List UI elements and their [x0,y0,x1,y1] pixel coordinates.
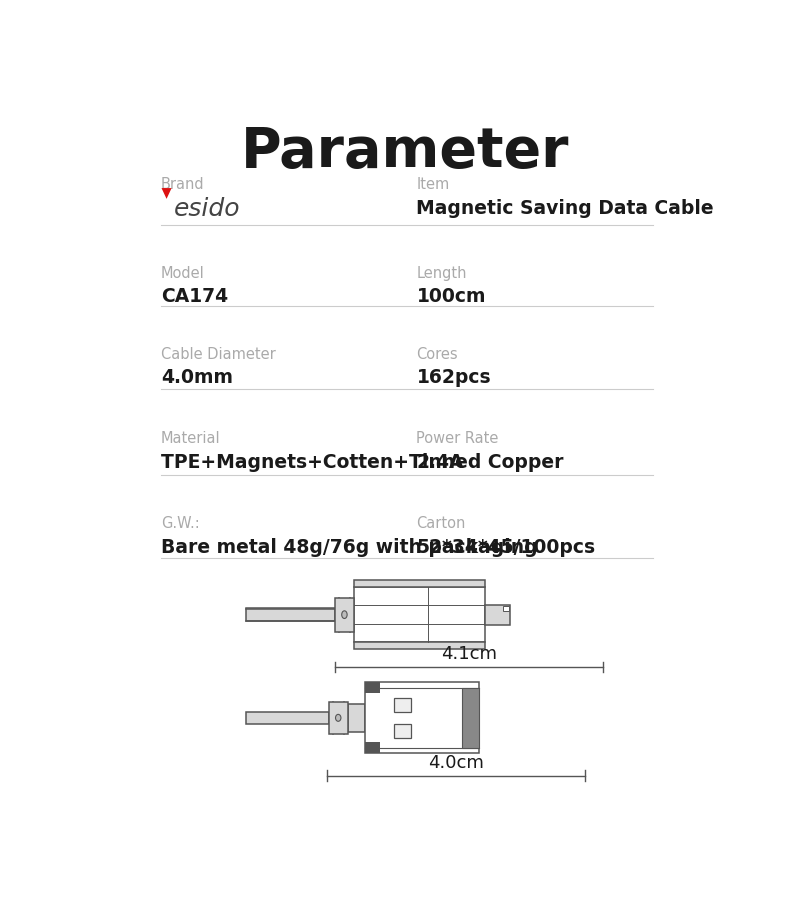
Bar [329,702,348,734]
Bar [335,598,354,632]
Bar [394,724,411,738]
Bar [246,712,329,724]
Text: Carton: Carton [416,516,466,531]
Ellipse shape [336,715,341,721]
Text: Cable Diameter: Cable Diameter [160,346,276,362]
Text: 2.4A: 2.4A [416,453,464,472]
Text: esido: esido [174,196,240,220]
Text: 52*34*45/100pcs: 52*34*45/100pcs [416,537,596,557]
Text: Bare metal 48g/76g with packaging: Bare metal 48g/76g with packaging [160,537,537,557]
Text: 100cm: 100cm [416,287,486,306]
Bar [364,682,380,693]
Text: TPE+Magnets+Cotten+Tinned Copper: TPE+Magnets+Cotten+Tinned Copper [160,453,563,472]
Bar [364,682,480,753]
Text: 4.0cm: 4.0cm [428,753,484,771]
Text: Model: Model [160,266,205,281]
Bar [364,742,380,753]
Bar [394,698,411,712]
Text: G.W.:: G.W.: [160,516,200,531]
Bar [354,643,486,649]
Text: Material: Material [160,431,220,446]
Ellipse shape [342,611,347,618]
Bar [354,580,486,587]
Text: Magnetic Saving Data Cable: Magnetic Saving Data Cable [416,199,714,218]
Bar [354,587,486,643]
Text: CA174: CA174 [160,287,228,306]
Text: Brand: Brand [160,177,205,193]
Bar [462,688,480,748]
Bar [348,704,364,732]
Text: Cores: Cores [416,346,458,362]
Text: 4.1cm: 4.1cm [441,645,497,663]
Text: Item: Item [416,177,450,193]
Text: 4.0mm: 4.0mm [160,368,233,387]
Bar [502,607,509,611]
Text: Length: Length [416,266,467,281]
Text: Power Rate: Power Rate [416,431,498,446]
Bar [486,605,510,625]
Text: 162pcs: 162pcs [416,368,491,387]
Bar [246,608,335,621]
Polygon shape [161,188,171,199]
Text: Parameter: Parameter [241,125,569,179]
